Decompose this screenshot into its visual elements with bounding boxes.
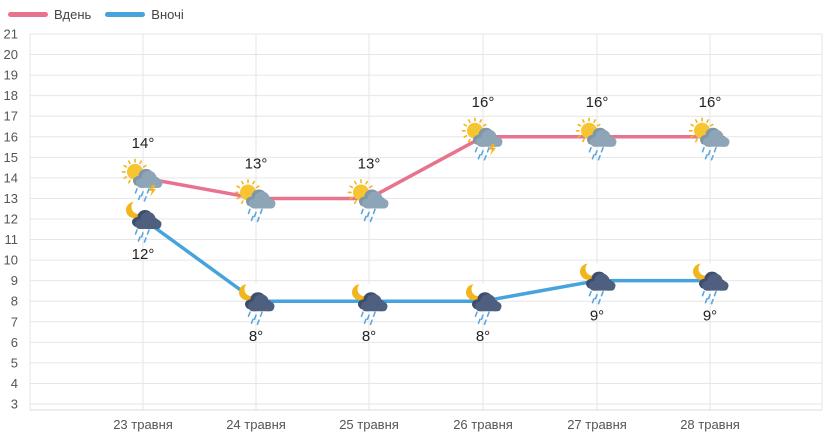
data-label: 9° [590,308,604,325]
y-tick-label: 7 [11,314,18,329]
moon-cloud-rain-icon [352,282,388,326]
y-tick-label: 18 [4,88,18,103]
moon-cloud-rain-icon [466,282,502,326]
y-tick-label: 15 [4,150,18,165]
moon-cloud-rain-icon [126,200,162,243]
y-tick-label: 21 [4,27,18,42]
x-tick-label: 28 травня [680,417,740,432]
y-tick-label: 6 [11,335,18,350]
sun-cloud-rain-icon [234,179,276,223]
sun-cloud-rain-icon [688,117,730,161]
data-label: 14° [132,135,155,152]
data-label: 16° [699,94,722,111]
moon-cloud-rain-icon [239,282,275,326]
sun-cloud-rain-icon [575,117,617,161]
data-label: 16° [586,94,609,111]
y-tick-label: 17 [4,109,18,124]
x-tick-label: 25 травня [339,417,399,432]
sun-cloud-rain-thunder-icon [461,117,503,161]
y-tick-label: 11 [5,232,19,247]
legend-label-day: Вдень [54,7,92,22]
grid [29,33,823,411]
data-label: 9° [703,308,717,325]
data-label: 16° [472,94,495,111]
series-night: 12° 8° 8° 8° 9° 9° [126,200,729,345]
data-label: 8° [476,328,490,345]
legend-item-day[interactable]: Вдень [8,7,91,22]
data-label: 13° [358,155,381,172]
y-tick-label: 19 [4,68,18,83]
legend-label-night: Вночі [151,7,184,22]
x-tick-label: 24 травня [226,417,286,432]
data-label: 8° [362,328,376,345]
y-tick-label: 8 [11,294,18,309]
legend: Вдень Вночі [8,7,184,22]
data-label: 12° [132,246,155,263]
y-tick-label: 12 [4,212,18,227]
x-tick-label: 26 травня [453,417,513,432]
y-tick-label: 20 [4,47,18,62]
y-tick-label: 4 [11,376,18,391]
y-tick-label: 9 [11,273,18,288]
series-day: 14° 13° 13° 16° 16° 16° [121,94,730,223]
data-label: 13° [245,155,268,172]
data-label: 8° [249,328,263,345]
legend-item-night[interactable]: Вночі [105,7,184,22]
legend-swatch-day [8,12,48,17]
x-tick-label: 23 травня [113,417,173,432]
y-tick-label: 16 [4,129,18,144]
moon-cloud-rain-icon [580,261,616,305]
series-line [141,217,712,303]
x-tick-label: 27 травня [567,417,627,432]
y-tick-label: 3 [11,397,18,412]
sun-cloud-rain-thunder-icon [121,158,163,202]
y-tick-label: 5 [11,355,18,370]
sun-cloud-rain-icon [347,179,389,223]
y-tick-label: 13 [4,191,18,206]
series-line [141,135,712,201]
moon-cloud-rain-icon [693,261,729,305]
y-tick-label: 14 [4,170,18,185]
legend-swatch-night [105,12,146,17]
y-tick-label: 10 [4,253,18,268]
